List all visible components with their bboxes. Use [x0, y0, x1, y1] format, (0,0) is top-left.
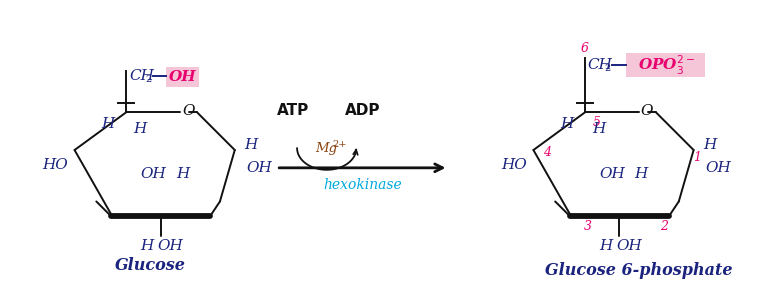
Text: 2: 2 — [660, 220, 668, 233]
Text: 2+: 2+ — [332, 140, 347, 149]
Text: OH: OH — [169, 70, 196, 84]
Text: H: H — [176, 167, 189, 181]
Text: 2: 2 — [605, 64, 611, 74]
Text: ATP: ATP — [277, 103, 310, 118]
Text: 2: 2 — [146, 75, 152, 84]
Text: CH: CH — [129, 69, 154, 83]
Text: O: O — [641, 104, 653, 118]
Text: OH: OH — [616, 239, 642, 253]
Text: HO: HO — [42, 158, 67, 172]
Text: 4: 4 — [544, 145, 551, 159]
Text: HO: HO — [501, 158, 527, 172]
Text: CH: CH — [588, 58, 612, 72]
Text: H: H — [244, 138, 257, 152]
Text: H: H — [592, 122, 606, 136]
Text: Glucose: Glucose — [115, 257, 186, 274]
Text: OH: OH — [706, 161, 731, 175]
FancyBboxPatch shape — [626, 53, 706, 77]
Text: H: H — [702, 138, 716, 152]
Text: OH: OH — [600, 167, 625, 181]
Text: OH: OH — [247, 161, 273, 175]
Text: OH: OH — [157, 239, 183, 253]
Text: H: H — [634, 167, 648, 181]
Text: OH: OH — [141, 167, 167, 181]
Text: H: H — [140, 239, 154, 253]
Text: H: H — [599, 239, 612, 253]
Text: Mg: Mg — [316, 142, 338, 155]
Text: O: O — [182, 104, 195, 118]
Text: OPO$_3^{2-}$: OPO$_3^{2-}$ — [637, 53, 694, 77]
Text: Glucose 6-phosphate: Glucose 6-phosphate — [546, 262, 733, 279]
Text: 5: 5 — [593, 116, 601, 129]
Text: H: H — [101, 117, 115, 131]
Text: 3: 3 — [584, 220, 592, 233]
Text: 6: 6 — [581, 42, 589, 55]
FancyBboxPatch shape — [166, 67, 199, 87]
Text: ADP: ADP — [344, 103, 380, 118]
Text: H: H — [133, 122, 146, 136]
Text: hexokinase: hexokinase — [323, 178, 402, 192]
Text: H: H — [560, 117, 574, 131]
Text: 1: 1 — [693, 152, 702, 164]
